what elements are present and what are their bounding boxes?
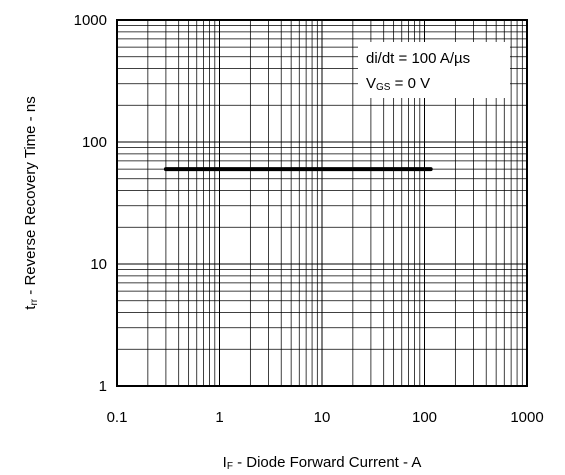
annotation-box: di/dt = 100 A/µs VGS = 0 V (358, 42, 510, 98)
annotation-vgs: VGS = 0 V (366, 75, 430, 93)
plot-frame (116, 19, 528, 387)
x-tick-label: 100 (412, 409, 437, 426)
y-tick-label: 1 (99, 378, 107, 395)
grid (117, 20, 527, 386)
x-tick-label: 0.1 (107, 409, 128, 426)
x-tick-label: 1 (215, 409, 223, 426)
y-axis-title: trr - Reverse Recovery Time - ns (22, 96, 40, 309)
y-tick-label: 1000 (74, 12, 107, 29)
y-tick-label: 100 (82, 134, 107, 151)
y-tick-label: 10 (90, 256, 107, 273)
x-axis-title: IF - Diode Forward Current - A (223, 454, 422, 472)
y-tick-labels: 1 10 100 1000 (74, 12, 107, 395)
x-tick-labels: 0.1 1 10 100 1000 (107, 409, 544, 426)
x-tick-label: 10 (314, 409, 331, 426)
x-tick-label: 1000 (510, 409, 543, 426)
annotation-background (358, 42, 510, 98)
annotation-didt: di/dt = 100 A/µs (366, 50, 470, 67)
